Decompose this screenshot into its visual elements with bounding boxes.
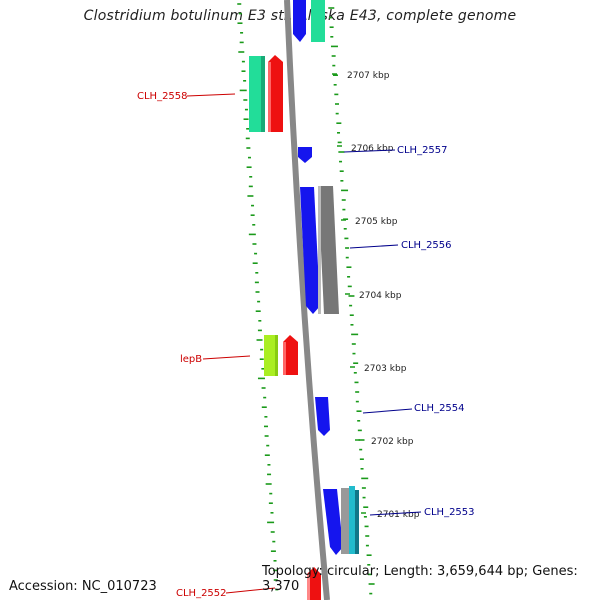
gene-blue-2554 (315, 397, 330, 436)
gene-red-2558 (268, 55, 283, 132)
gene-label-CLH_2557: CLH_2557 (397, 145, 448, 156)
kbp-label: 2704 kbp (359, 291, 402, 301)
gene-teal-2558 (249, 56, 264, 132)
kbp-label: 2701 kbp (377, 510, 420, 520)
gene-red-2552 (307, 567, 321, 600)
kbp-label: 2703 kbp (364, 364, 407, 374)
gene-labels: CLH_2558 CLH_2557 CLH_2556 lepB CLH_2554… (137, 91, 475, 599)
gene-label-CLH_2556: CLH_2556 (401, 240, 452, 251)
gene-teal-top (311, 0, 325, 42)
gene-red-lepB-shade (283, 342, 286, 375)
gene-lime-lepB (264, 335, 278, 376)
gc-ticks-right (328, 7, 375, 595)
gene-gray-2556 (318, 186, 339, 314)
gene-label-CLH_2558: CLH_2558 (137, 91, 188, 102)
gene-label-lepB: lepB (180, 354, 202, 365)
gene-blue-2556 (300, 187, 320, 314)
gene-gray-2553 (341, 488, 349, 554)
gc-ticks-left (237, 3, 279, 591)
gene-teal-2558-shade (261, 56, 265, 132)
kbp-label: 2705 kbp (355, 217, 398, 227)
gene-gray-2556-light (318, 186, 321, 314)
topology-text: Topology: circular; Length: 3,659,644 bp… (262, 564, 578, 594)
genome-backbone (284, 0, 330, 600)
gene-label-CLH_2552: CLH_2552 (176, 588, 227, 599)
gene-blue-2557 (298, 147, 312, 163)
kbp-label: 2707 kbp (347, 71, 390, 81)
kbp-label: 2702 kbp (371, 437, 414, 447)
accession-text: Accession: NC_010723 (9, 579, 157, 594)
gene-blue-2553 (323, 489, 343, 555)
gene-cyan-2553 (349, 486, 355, 554)
gene-cyan-2553-b (355, 490, 359, 554)
gene-red-2552-shade (307, 574, 310, 600)
gene-blue-top (293, 0, 306, 42)
gene-red-lepB (283, 335, 298, 375)
kbp-label: 2706 kbp (351, 144, 394, 154)
gene-label-CLH_2554: CLH_2554 (414, 403, 465, 414)
gene-red-2558-shade (268, 62, 271, 132)
gene-label-CLH_2553: CLH_2553 (424, 507, 475, 518)
gene-lime-lepB-shade (275, 335, 278, 376)
kbp-markers: 2707 kbp 2706 kbp 2705 kbp 2704 kbp 2703… (332, 71, 420, 520)
